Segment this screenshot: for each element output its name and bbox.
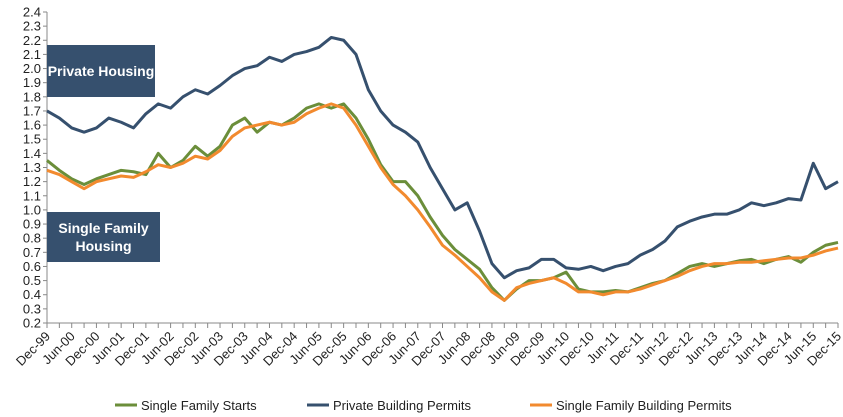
y-tick-label: 0.2 bbox=[23, 316, 41, 331]
y-tick-label: 0.5 bbox=[23, 273, 41, 288]
legend-label: Single Family Starts bbox=[141, 398, 257, 413]
y-tick-label: 0.9 bbox=[23, 217, 41, 232]
y-tick-label: 1.8 bbox=[23, 89, 41, 104]
y-tick-label: 1.5 bbox=[23, 132, 41, 147]
annotation: Single Family Housing bbox=[47, 212, 160, 262]
y-tick-label: 2.1 bbox=[23, 47, 41, 62]
y-tick-label: 1.6 bbox=[23, 118, 41, 133]
y-tick-label: 1.4 bbox=[23, 146, 41, 161]
series-line bbox=[46, 35, 839, 280]
y-tick-label: 1.9 bbox=[23, 75, 41, 90]
annotation: Private Housing bbox=[47, 45, 155, 97]
series-line bbox=[46, 102, 839, 302]
y-tick-label: 0.8 bbox=[23, 231, 41, 246]
y-tick-label: 1.0 bbox=[23, 202, 41, 217]
y-tick-label: 2.3 bbox=[23, 19, 41, 34]
y-tick-label: 0.6 bbox=[23, 259, 41, 274]
y-tick-label: 0.3 bbox=[23, 301, 41, 316]
y-tick-label: 1.2 bbox=[23, 174, 41, 189]
series-line bbox=[46, 102, 839, 302]
y-tick-label: 2.0 bbox=[23, 61, 41, 76]
y-tick-label: 2.4 bbox=[23, 5, 41, 20]
legend-label: Single Family Building Permits bbox=[556, 398, 732, 413]
y-tick-label: 1.3 bbox=[23, 160, 41, 175]
y-tick-label: 1.7 bbox=[23, 103, 41, 118]
legend-label: Private Building Permits bbox=[333, 398, 471, 413]
y-tick-label: 1.1 bbox=[23, 188, 41, 203]
y-tick-label: 0.4 bbox=[23, 287, 41, 302]
y-tick-label: 0.7 bbox=[23, 245, 41, 260]
y-tick-label: 2.2 bbox=[23, 33, 41, 48]
